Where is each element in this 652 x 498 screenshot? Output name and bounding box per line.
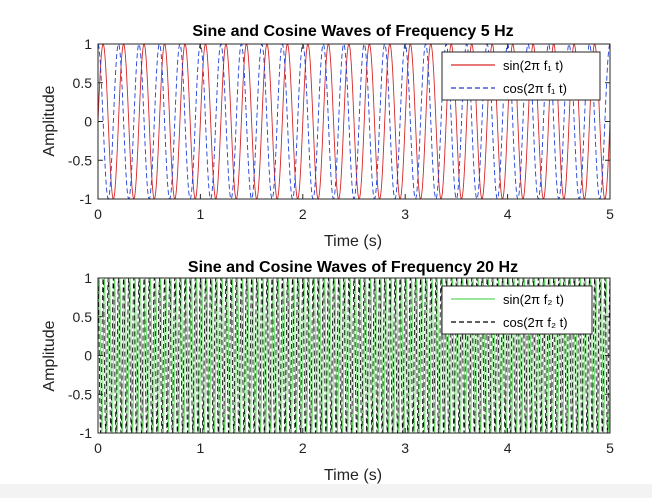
legend-box bbox=[441, 51, 601, 101]
ticks-layer: 0 1 2 3 4 5 1 0.5 0 -0.5 -1 bbox=[68, 270, 614, 456]
x-tick-label: 0 bbox=[94, 206, 102, 222]
legend-box bbox=[441, 285, 593, 335]
bottom-strip bbox=[0, 484, 652, 498]
legend[interactable]: sin(2π f₂ t) cos(2π f₂ t) bbox=[441, 285, 593, 335]
x-tick-label: 4 bbox=[504, 440, 512, 456]
y-axis-label: Amplitude bbox=[41, 85, 58, 156]
legend[interactable]: sin(2π f₁ t) cos(2π f₁ t) bbox=[441, 51, 601, 101]
y-tick-label: -0.5 bbox=[68, 386, 92, 402]
chart-title: Sine and Cosine Waves of Frequency 20 Hz bbox=[188, 259, 518, 276]
chart-title: Sine and Cosine Waves of Frequency 5 Hz bbox=[192, 23, 513, 40]
subplot-5hz: Sine and Cosine Waves of Frequency 5 Hz … bbox=[41, 23, 614, 250]
y-tick-label: -1 bbox=[80, 425, 93, 441]
x-tick-label: 0 bbox=[94, 440, 102, 456]
legend-label-sin: sin(2π f₁ t) bbox=[503, 58, 563, 73]
x-tick-label: 2 bbox=[299, 440, 307, 456]
legend-label-cos: cos(2π f₁ t) bbox=[503, 81, 567, 96]
y-tick-label: -1 bbox=[80, 191, 93, 207]
y-tick-label: 0 bbox=[84, 348, 92, 364]
series-line-sin bbox=[97, 43, 611, 200]
legend-label-cos: cos(2π f₂ t) bbox=[503, 315, 568, 330]
x-tick-label: 4 bbox=[504, 206, 512, 222]
y-tick-label: 1 bbox=[84, 270, 92, 286]
y-tick-label: -0.5 bbox=[68, 152, 92, 168]
y-tick-label: 0.5 bbox=[73, 75, 93, 91]
x-tick-label: 3 bbox=[401, 206, 409, 222]
x-tick-label: 2 bbox=[299, 206, 307, 222]
figure-canvas: Sine and Cosine Waves of Frequency 5 Hz … bbox=[41, 23, 614, 484]
ticks-layer: 0 1 2 3 4 5 1 0.5 0 -0.5 -1 bbox=[68, 36, 614, 222]
subplot-20hz: Sine and Cosine Waves of Frequency 20 Hz… bbox=[41, 259, 614, 484]
x-tick-label: 1 bbox=[197, 206, 205, 222]
y-tick-label: 1 bbox=[84, 36, 92, 52]
x-tick-label: 3 bbox=[401, 440, 409, 456]
x-axis-label: Time (s) bbox=[324, 233, 382, 250]
series-line-cos bbox=[97, 277, 611, 434]
y-tick-label: 0.5 bbox=[73, 309, 93, 325]
x-tick-label: 1 bbox=[197, 440, 205, 456]
x-axis-label: Time (s) bbox=[324, 467, 382, 484]
x-tick-label: 5 bbox=[606, 440, 614, 456]
x-tick-label: 5 bbox=[606, 206, 614, 222]
legend-label-sin: sin(2π f₂ t) bbox=[503, 292, 564, 307]
y-tick-label: 0 bbox=[84, 114, 92, 130]
y-axis-label: Amplitude bbox=[41, 320, 58, 391]
